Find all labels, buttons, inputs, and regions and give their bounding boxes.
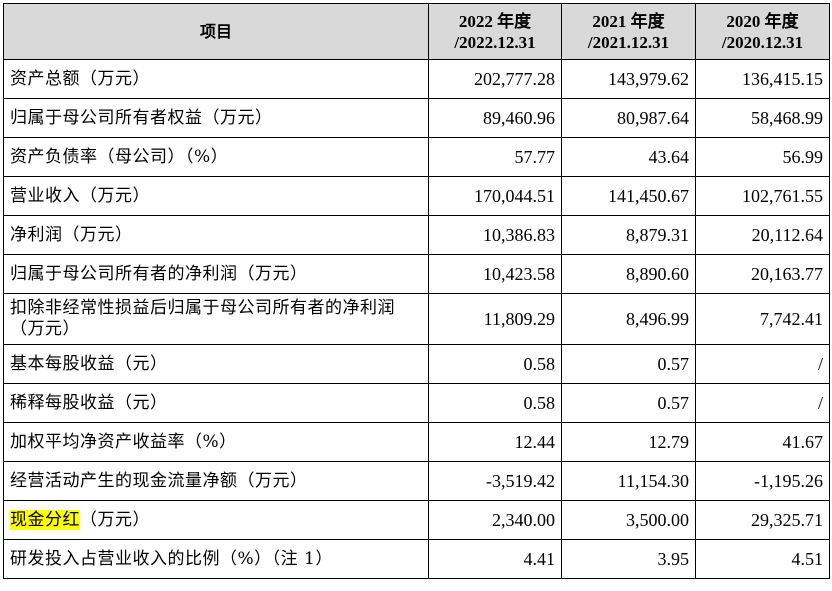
table-row: 加权平均净资产收益率（%） 12.44 12.79 41.67 xyxy=(3,422,830,462)
cell-2021: 8,879.31 xyxy=(561,215,696,255)
row-label: 资产负债率（母公司）（%） xyxy=(3,137,429,177)
table-row: 归属于母公司所有者的净利润（万元） 10,423.58 8,890.60 20,… xyxy=(3,254,830,294)
table-row: 经营活动产生的现金流量净额（万元） -3,519.42 11,154.30 -1… xyxy=(3,461,830,501)
row-label: 扣除非经常性损益后归属于母公司所有者的净利润（万元） xyxy=(3,293,429,345)
cell-2021: 3.95 xyxy=(561,539,696,579)
row-label: 研发投入占营业收入的比例（%）（注 1） xyxy=(3,539,429,579)
cell-2022: 0.58 xyxy=(428,344,562,384)
table-row: 扣除非经常性损益后归属于母公司所有者的净利润（万元） 11,809.29 8,4… xyxy=(3,293,830,345)
header-date: /2020.12.31 xyxy=(721,32,804,52)
cell-2020: 20,163.77 xyxy=(695,254,830,294)
header-row: 项目 2022 年度 /2022.12.31 2021 年度 /2021.12.… xyxy=(3,3,830,60)
table-row: 现金分红（万元） 2,340.00 3,500.00 29,325.71 xyxy=(3,500,830,540)
row-label: 资产总额（万元） xyxy=(3,59,429,99)
cell-2022: 0.58 xyxy=(428,383,562,423)
cell-2021: 12.79 xyxy=(561,422,696,462)
cell-2022: 202,777.28 xyxy=(428,59,562,99)
cell-2021: 143,979.62 xyxy=(561,59,696,99)
cell-2020: 20,112.64 xyxy=(695,215,830,255)
header-date: /2021.12.31 xyxy=(587,32,670,52)
row-label: 营业收入（万元） xyxy=(3,176,429,216)
row-label: 基本每股收益（元） xyxy=(3,344,429,384)
cell-2021: 80,987.64 xyxy=(561,98,696,138)
cell-2022: 10,423.58 xyxy=(428,254,562,294)
cell-2022: 4.41 xyxy=(428,539,562,579)
cell-2022: 89,460.96 xyxy=(428,98,562,138)
table-row: 基本每股收益（元） 0.58 0.57 / xyxy=(3,344,830,384)
row-label: 稀释每股收益（元） xyxy=(3,383,429,423)
cell-2020: 41.67 xyxy=(695,422,830,462)
cell-2021: 8,890.60 xyxy=(561,254,696,294)
table-row: 营业收入（万元） 170,044.51 141,450.67 102,761.5… xyxy=(3,176,830,216)
table-row: 资产负债率（母公司）（%） 57.77 43.64 56.99 xyxy=(3,137,830,177)
cell-2020: 4.51 xyxy=(695,539,830,579)
cell-2021: 43.64 xyxy=(561,137,696,177)
cell-2020: 136,415.15 xyxy=(695,59,830,99)
row-label: 归属于母公司所有者的净利润（万元） xyxy=(3,254,429,294)
cell-2022: 12.44 xyxy=(428,422,562,462)
cell-2021: 8,496.99 xyxy=(561,293,696,345)
cell-2020: 58,468.99 xyxy=(695,98,830,138)
cell-2022: 11,809.29 xyxy=(428,293,562,345)
cell-2020: 102,761.55 xyxy=(695,176,830,216)
cell-2021: 3,500.00 xyxy=(561,500,696,540)
cell-2021: 11,154.30 xyxy=(561,461,696,501)
cell-2020: / xyxy=(695,344,830,384)
table-row: 净利润（万元） 10,386.83 8,879.31 20,112.64 xyxy=(3,215,830,255)
cell-2022: 57.77 xyxy=(428,137,562,177)
highlighted-label: 现金分红 xyxy=(10,509,80,530)
cell-2020: 7,742.41 xyxy=(695,293,830,345)
cell-2020: 29,325.71 xyxy=(695,500,830,540)
cell-2020: / xyxy=(695,383,830,423)
header-col-2021: 2021 年度 /2021.12.31 xyxy=(561,3,696,60)
cell-2021: 141,450.67 xyxy=(561,176,696,216)
label-suffix: （万元） xyxy=(80,509,150,530)
financial-summary-table: 项目 2022 年度 /2022.12.31 2021 年度 /2021.12.… xyxy=(3,3,830,579)
table-row: 稀释每股收益（元） 0.58 0.57 / xyxy=(3,383,830,423)
cell-2021: 0.57 xyxy=(561,344,696,384)
row-label: 净利润（万元） xyxy=(3,215,429,255)
header-col-2020: 2020 年度 /2020.12.31 xyxy=(695,3,830,60)
row-label: 经营活动产生的现金流量净额（万元） xyxy=(3,461,429,501)
header-item: 项目 xyxy=(3,3,429,60)
table-row: 资产总额（万元） 202,777.28 143,979.62 136,415.1… xyxy=(3,59,830,99)
header-col-2022: 2022 年度 /2022.12.31 xyxy=(428,3,562,60)
row-label: 现金分红（万元） xyxy=(3,500,429,540)
cell-2020: -1,195.26 xyxy=(695,461,830,501)
cell-2022: -3,519.42 xyxy=(428,461,562,501)
header-year: 2021 年度 xyxy=(592,11,665,31)
row-label: 归属于母公司所有者权益（万元） xyxy=(3,98,429,138)
table-row: 研发投入占营业收入的比例（%）（注 1） 4.41 3.95 4.51 xyxy=(3,539,830,579)
row-label: 加权平均净资产收益率（%） xyxy=(3,422,429,462)
cell-2020: 56.99 xyxy=(695,137,830,177)
cell-2022: 10,386.83 xyxy=(428,215,562,255)
table-row: 归属于母公司所有者权益（万元） 89,460.96 80,987.64 58,4… xyxy=(3,98,830,138)
header-date: /2022.12.31 xyxy=(454,32,536,52)
header-year: 2020 年度 xyxy=(726,11,799,31)
cell-2022: 2,340.00 xyxy=(428,500,562,540)
header-year: 2022 年度 xyxy=(458,11,532,31)
cell-2022: 170,044.51 xyxy=(428,176,562,216)
cell-2021: 0.57 xyxy=(561,383,696,423)
